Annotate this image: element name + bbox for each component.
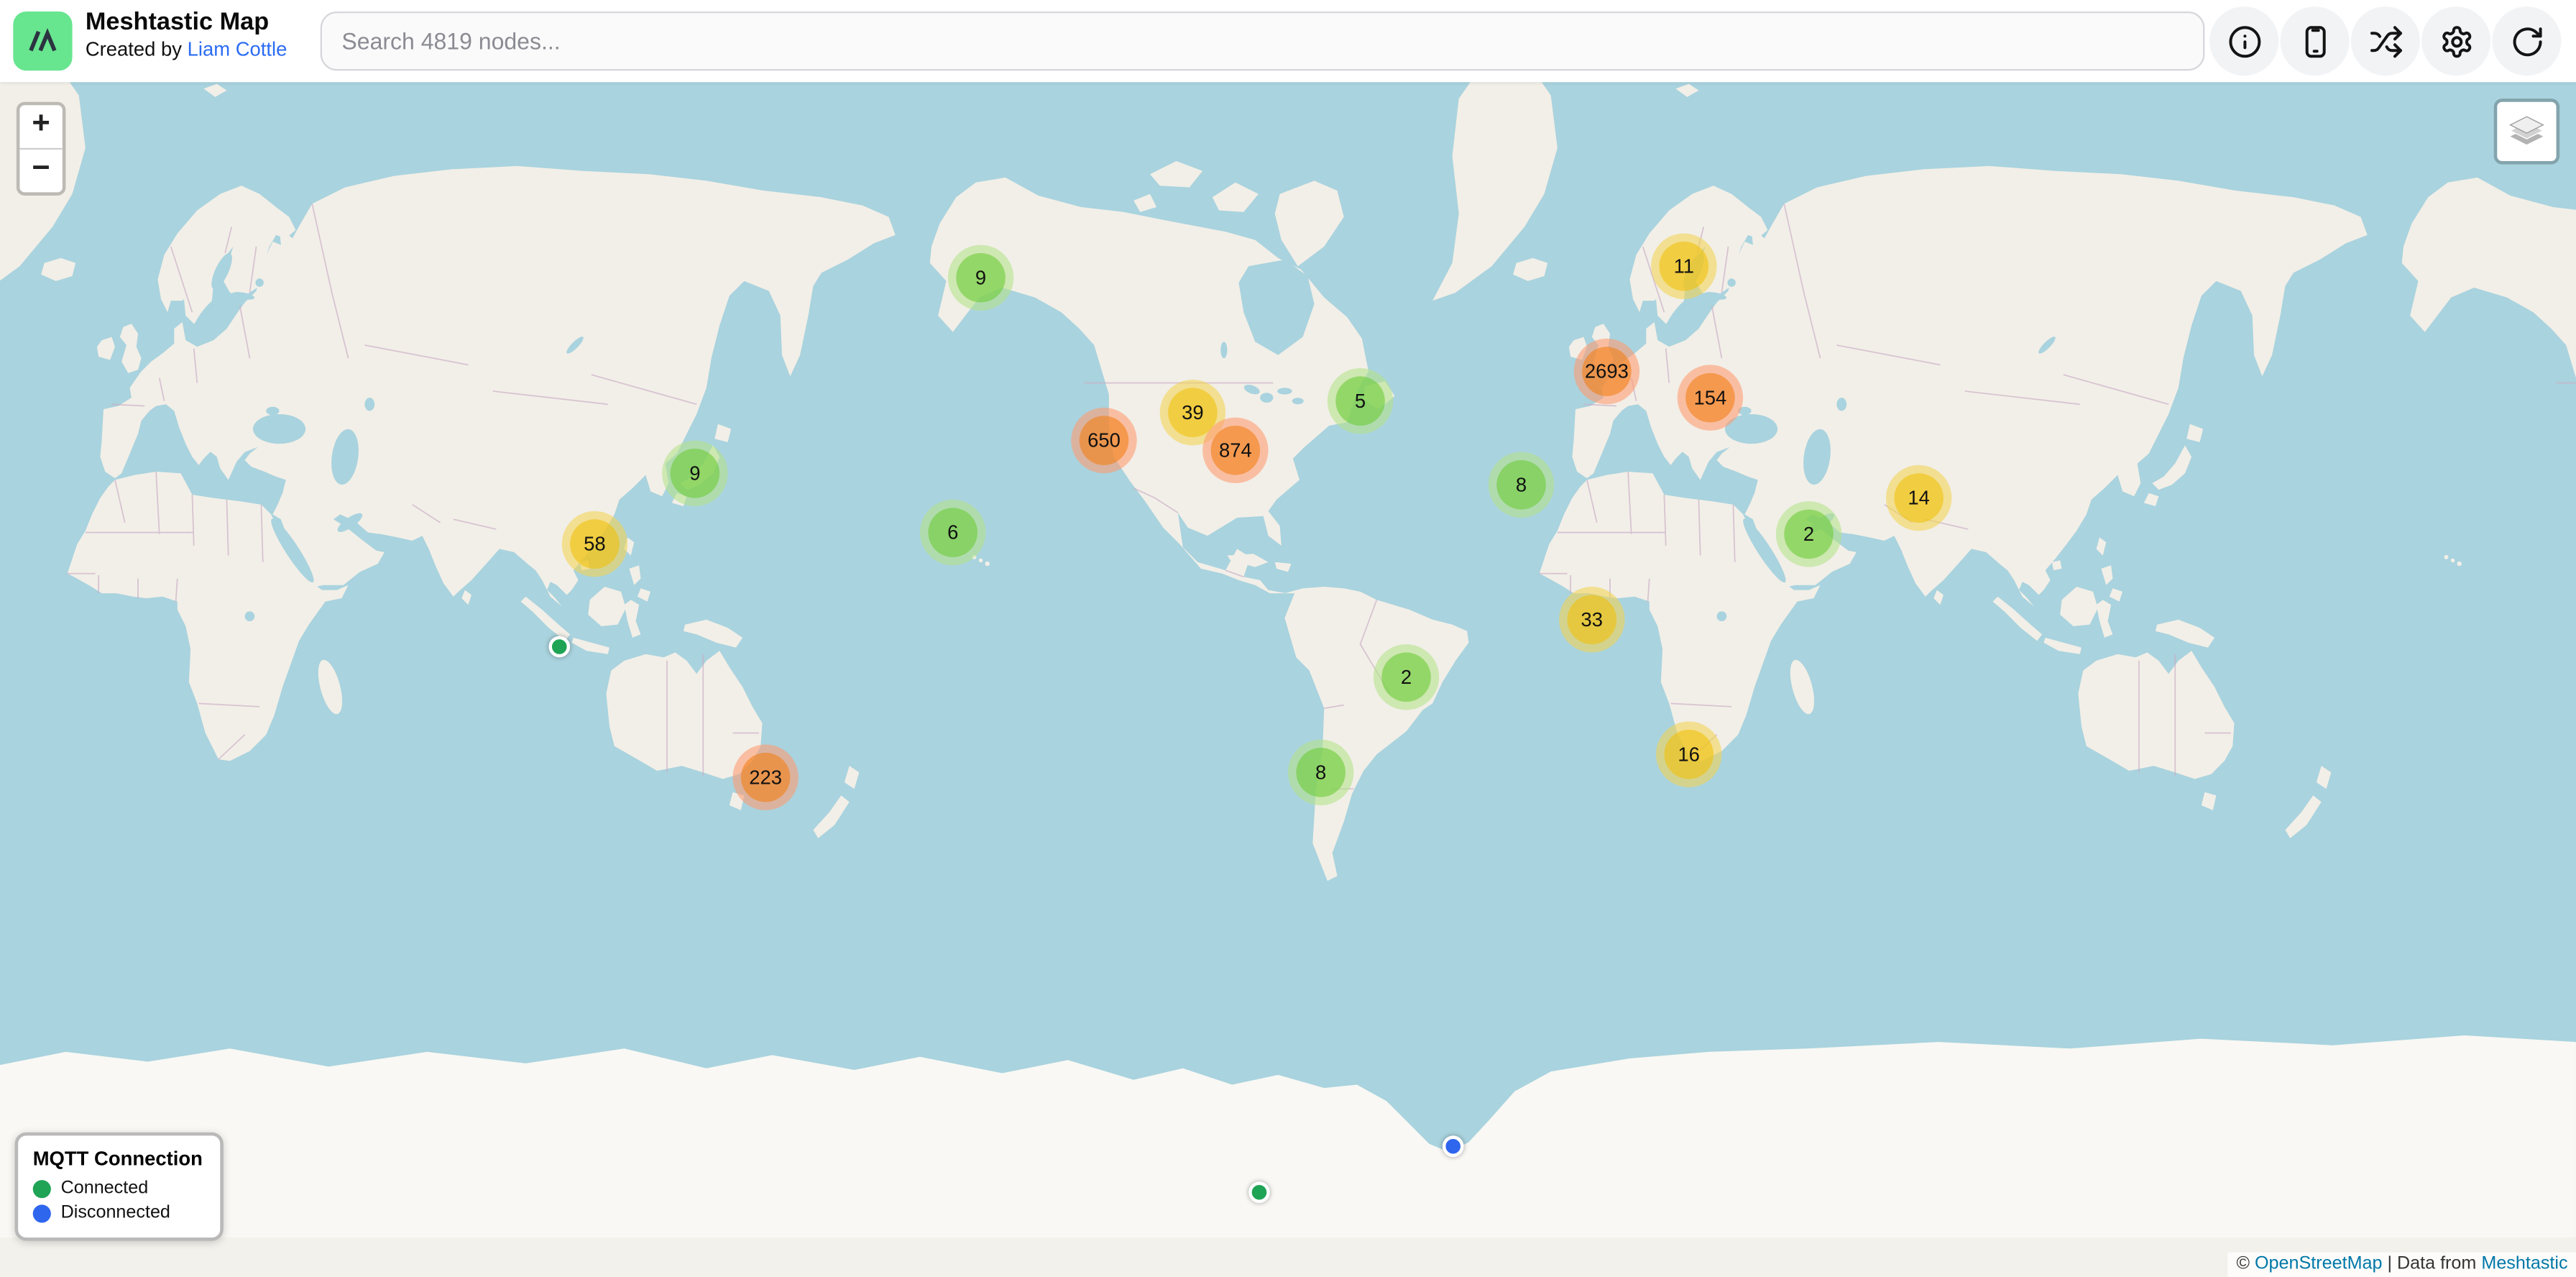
cluster-marker[interactable]: 874 xyxy=(1202,417,1269,483)
layers-icon xyxy=(2509,116,2544,145)
cluster-count: 5 xyxy=(1335,376,1385,426)
cluster-count: 58 xyxy=(570,519,620,569)
legend-item-label: Disconnected xyxy=(60,1203,170,1223)
cluster-count: 39 xyxy=(1168,388,1218,437)
node-marker-connected[interactable] xyxy=(1247,1181,1269,1202)
cluster-marker[interactable]: 154 xyxy=(1677,365,1744,431)
cluster-count: 8 xyxy=(1296,747,1346,797)
cluster-marker[interactable]: 58 xyxy=(561,511,628,577)
random-node-button[interactable] xyxy=(2350,6,2420,76)
info-button[interactable] xyxy=(2209,6,2279,76)
cluster-marker[interactable]: 14 xyxy=(1885,464,1952,531)
map-attribution: © OpenStreetMap | Data from Meshtastic xyxy=(2228,1252,2576,1277)
search-input[interactable] xyxy=(320,11,2205,71)
header-bar: Meshtastic Map Created by Liam Cottle xyxy=(0,0,2576,83)
disconnected-dot-icon xyxy=(32,1204,51,1222)
settings-button[interactable] xyxy=(2421,6,2491,76)
node-marker-connected[interactable] xyxy=(548,635,569,657)
cluster-marker[interactable]: 223 xyxy=(732,744,799,810)
cluster-marker[interactable]: 6 xyxy=(919,499,986,566)
mobile-app-button[interactable] xyxy=(2280,6,2350,76)
cluster-marker[interactable]: 5 xyxy=(1327,367,1394,434)
smartphone-icon xyxy=(2304,25,2325,58)
cluster-marker[interactable]: 8 xyxy=(1287,739,1354,805)
node-marker-disconnected[interactable] xyxy=(1441,1135,1463,1156)
cluster-count: 16 xyxy=(1664,729,1714,779)
cluster-count: 9 xyxy=(670,448,720,498)
cluster-count: 11 xyxy=(1659,241,1709,291)
info-icon xyxy=(2228,25,2260,58)
connected-dot-icon xyxy=(32,1178,51,1198)
zoom-out-button[interactable]: − xyxy=(32,151,50,186)
cluster-count: 6 xyxy=(928,508,978,557)
settings-gear-icon xyxy=(2442,25,2471,58)
cluster-count: 14 xyxy=(1894,473,1944,523)
zoom-in-button[interactable]: + xyxy=(19,105,63,150)
cluster-count: 650 xyxy=(1079,416,1129,465)
world-map xyxy=(0,82,2576,1277)
shuffle-icon xyxy=(2369,25,2401,58)
cluster-marker[interactable]: 650 xyxy=(1071,407,1137,474)
page-title: Meshtastic Map xyxy=(85,8,270,37)
cluster-count: 8 xyxy=(1496,459,1546,510)
cluster-count: 2 xyxy=(1381,652,1431,702)
header-actions xyxy=(2209,6,2562,76)
byline-prefix: Created by xyxy=(85,37,188,61)
cluster-marker[interactable]: 2693 xyxy=(1573,338,1640,405)
cluster-marker[interactable]: 39 xyxy=(1159,379,1226,446)
cluster-marker[interactable]: 2 xyxy=(1775,501,1842,567)
attribution-middle: | Data from xyxy=(2382,1253,2482,1274)
cluster-marker[interactable]: 2 xyxy=(1373,644,1440,710)
meshtastic-logo-icon xyxy=(29,28,57,52)
legend-title: MQTT Connection xyxy=(32,1147,203,1171)
meshtastic-link[interactable]: Meshtastic xyxy=(2481,1253,2568,1274)
legend-item-disconnected: Disconnected xyxy=(32,1203,203,1223)
refresh-button[interactable] xyxy=(2492,6,2562,76)
mqtt-connection-legend: MQTT Connection Connected Disconnected xyxy=(14,1132,224,1241)
cluster-marker[interactable]: 16 xyxy=(1655,721,1722,787)
cluster-count: 2693 xyxy=(1582,347,1632,396)
cluster-marker[interactable]: 8 xyxy=(1488,452,1555,518)
cluster-marker[interactable]: 33 xyxy=(1559,586,1625,653)
layers-control[interactable] xyxy=(2493,99,2560,165)
legend-item-label: Connected xyxy=(60,1178,149,1199)
liam-cottle-link[interactable]: Liam Cottle xyxy=(187,37,288,61)
cluster-count: 154 xyxy=(1685,372,1735,423)
cluster-count: 33 xyxy=(1567,595,1617,644)
cluster-count: 223 xyxy=(740,752,791,802)
cluster-marker[interactable]: 9 xyxy=(947,244,1014,311)
map-canvas[interactable]: + − MQTT Connection Connected Disconnect… xyxy=(0,82,2576,1277)
cluster-count: 9 xyxy=(956,252,1006,303)
zoom-control: + − xyxy=(16,101,66,196)
cluster-marker[interactable]: 11 xyxy=(1651,233,1717,299)
meshtastic-logo[interactable] xyxy=(13,11,73,71)
cluster-count: 874 xyxy=(1210,425,1261,475)
titles-block: Meshtastic Map Created by Liam Cottle xyxy=(86,8,288,61)
legend-item-connected: Connected xyxy=(32,1178,203,1199)
byline: Created by Liam Cottle xyxy=(86,38,288,62)
cluster-count: 2 xyxy=(1784,509,1834,559)
cluster-marker[interactable]: 9 xyxy=(662,440,728,506)
refresh-icon xyxy=(2512,27,2542,56)
openstreetmap-link[interactable]: OpenStreetMap xyxy=(2254,1253,2383,1274)
attribution-copyright: © xyxy=(2236,1253,2255,1274)
